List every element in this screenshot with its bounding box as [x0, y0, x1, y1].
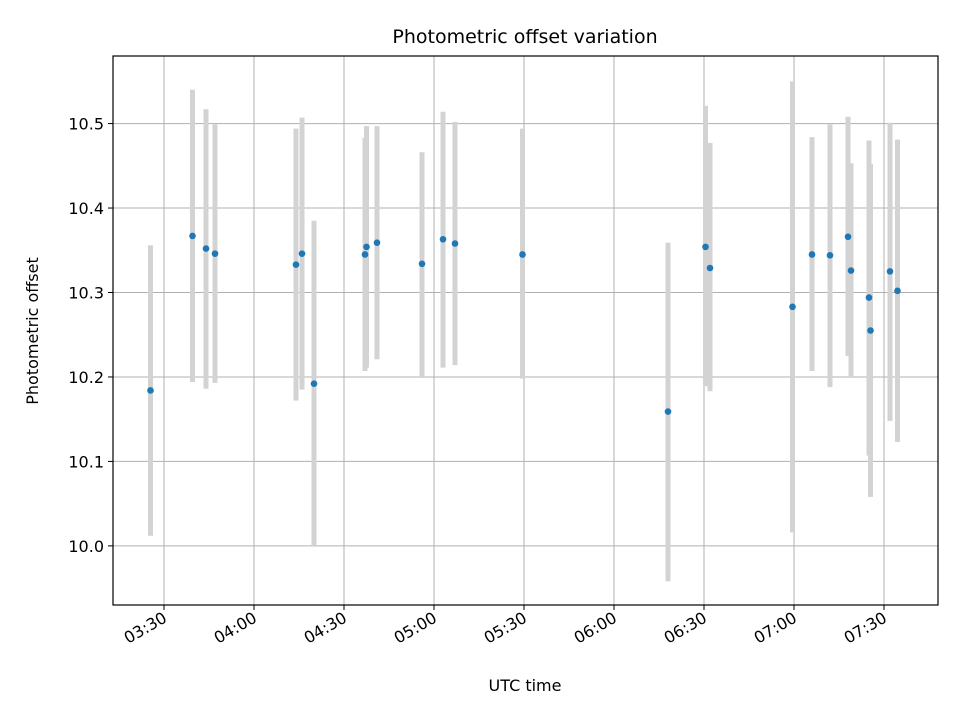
y-tick-label: 10.4 — [68, 199, 104, 218]
chart-title: Photometric offset variation — [392, 26, 657, 48]
y-axis: 10.0 10.1 10.2 10.3 10.4 10.5 — [68, 115, 113, 556]
data-point — [418, 260, 426, 268]
data-point — [451, 240, 459, 247]
data-point — [363, 243, 370, 251]
y-axis-title: Photometric offset — [23, 257, 42, 405]
data-point — [519, 251, 526, 258]
data-point — [310, 380, 318, 388]
y-tick-label: 10.2 — [68, 368, 104, 387]
y-tick-label: 10.1 — [68, 452, 104, 471]
y-tick-label: 10.0 — [68, 537, 104, 556]
data-point — [292, 261, 300, 268]
data-point — [826, 252, 834, 259]
data-point — [702, 243, 709, 251]
data-point — [808, 251, 816, 258]
data-points — [147, 232, 901, 415]
data-point — [847, 267, 855, 274]
data-point — [298, 250, 306, 257]
data-point — [202, 245, 210, 252]
data-point — [706, 264, 714, 272]
data-point — [789, 303, 796, 311]
data-point — [189, 232, 196, 240]
plot-frame — [112, 55, 939, 606]
y-tick-label: 10.3 — [68, 283, 104, 302]
data-point — [844, 233, 852, 241]
data-point — [211, 250, 219, 257]
data-point — [439, 235, 447, 243]
data-point — [886, 268, 894, 275]
x-axis-title: UTC time — [489, 676, 562, 695]
y-tick-label: 10.5 — [68, 115, 104, 134]
data-point — [373, 239, 381, 246]
data-point — [894, 287, 901, 295]
data-point — [865, 294, 873, 301]
data-point — [361, 251, 369, 258]
data-point — [147, 387, 154, 394]
data-point — [867, 327, 874, 334]
data-point — [664, 408, 672, 415]
